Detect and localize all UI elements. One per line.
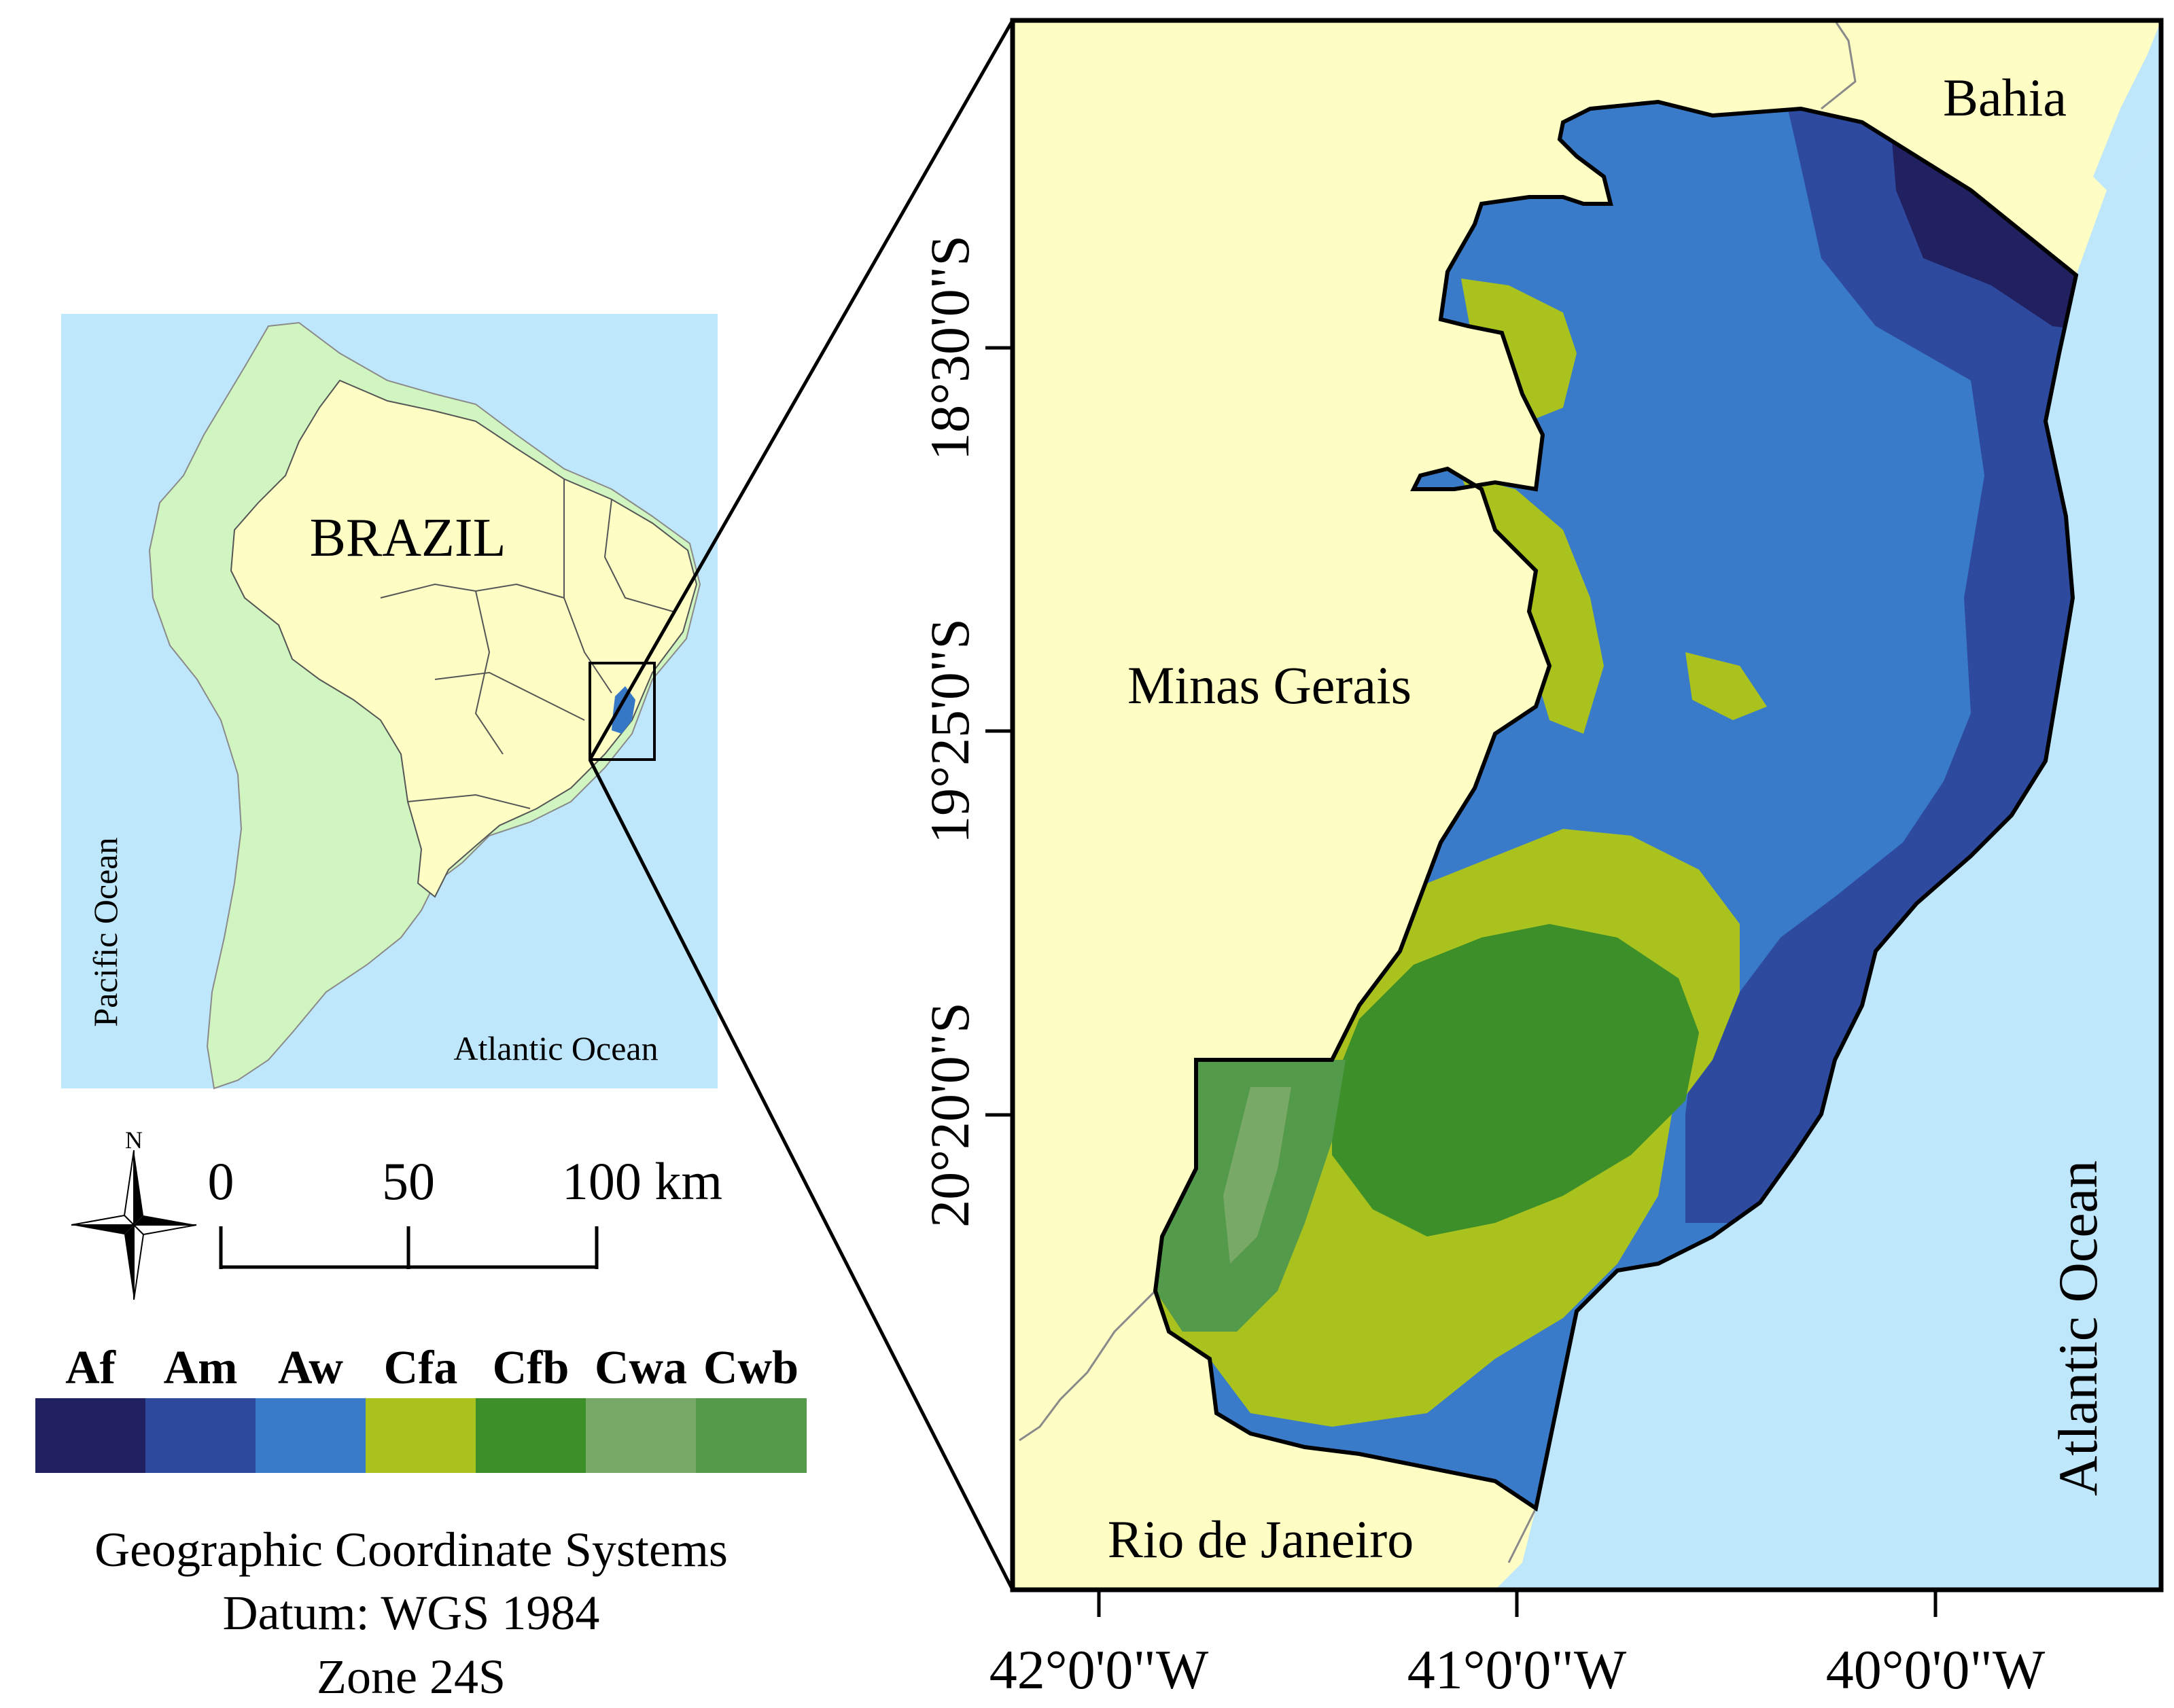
zone-cfb xyxy=(1332,924,1699,1236)
lat-ticks xyxy=(985,346,1013,1117)
label-minas-gerais: Minas Gerais xyxy=(1127,656,1412,715)
zone-cfa-patch xyxy=(1685,652,1767,720)
label-bahia: Bahia xyxy=(1943,68,2067,127)
legend-label-aw: Aw xyxy=(278,1342,343,1394)
lat-tick-label: 19°25'0"S xyxy=(919,618,981,844)
legend-swatch-cwa xyxy=(586,1398,697,1473)
compass-rose-icon xyxy=(71,1150,197,1300)
legend-label-cfb: Cfb xyxy=(493,1342,569,1394)
main-map: Bahia Minas Gerais Rio de Janeiro Atlant… xyxy=(919,18,2164,1701)
crs-line: Datum: WGS 1984 xyxy=(223,1586,600,1640)
crs-line: Zone 24S xyxy=(317,1650,506,1704)
legend-label-cfa: Cfa xyxy=(384,1342,458,1394)
inset-country-label: BRAZIL xyxy=(310,508,506,568)
crs-line: Geographic Coordinate Systems xyxy=(94,1523,728,1577)
neighbor-state-borders xyxy=(1019,20,1857,1563)
scale-bar xyxy=(219,1226,599,1269)
label-atlantic-ocean: Atlantic Ocean xyxy=(2047,1160,2109,1496)
main-map-frame xyxy=(1010,18,2164,1593)
zone-cfa-north xyxy=(1461,279,1577,421)
legend-swatch-af xyxy=(35,1398,146,1473)
espirito-santo-outline xyxy=(1153,99,2079,1512)
inset-study-area xyxy=(612,686,635,734)
inset-state-borders xyxy=(380,479,673,809)
scale-tick-label: 100 km xyxy=(562,1152,722,1211)
lon-tick-label: 42°0'0"W xyxy=(989,1639,1209,1701)
main-ocean xyxy=(1495,136,2161,1590)
legend-label-af: Af xyxy=(65,1342,116,1394)
legend-swatch-cfa xyxy=(366,1398,476,1473)
scale-tick-label: 50 xyxy=(382,1152,435,1211)
legend-swatch-aw xyxy=(256,1398,366,1473)
lon-ticks xyxy=(1097,1590,1938,1617)
label-rio-de-janeiro: Rio de Janeiro xyxy=(1108,1510,1414,1569)
legend-swatch-cfb xyxy=(476,1398,586,1473)
north-label: N xyxy=(125,1126,143,1154)
legend-swatch-cwb xyxy=(696,1398,807,1473)
zone-cwa xyxy=(1223,1087,1291,1264)
zoom-connector-lines xyxy=(588,19,1015,1591)
legend-swatch-am xyxy=(145,1398,256,1473)
main-ocean-north-strip xyxy=(2093,20,2161,190)
inset-map: BRAZIL Pacific Ocean Atlantic Ocean xyxy=(61,314,718,1090)
scale-tick-label: 0 xyxy=(208,1152,234,1211)
legend-label-am: Am xyxy=(164,1342,238,1394)
lon-tick-label: 41°0'0"W xyxy=(1407,1639,1627,1701)
inset-ocean-west-label: Pacific Ocean xyxy=(86,837,124,1027)
legend-label-cwb: Cwb xyxy=(703,1342,799,1394)
climate-legend: Af Am Aw Cfa Cfb Cwa Cwb xyxy=(35,1342,807,1473)
lon-tick-label: 40°0'0"W xyxy=(1826,1639,2046,1701)
lat-tick-label: 18°30'0"S xyxy=(919,235,981,461)
legend-label-cwa: Cwa xyxy=(595,1342,687,1394)
lat-tick-label: 20°20'0"S xyxy=(919,1002,981,1228)
inset-ocean-east-label: Atlantic Ocean xyxy=(453,1029,658,1067)
inset-locator-box xyxy=(589,662,656,761)
